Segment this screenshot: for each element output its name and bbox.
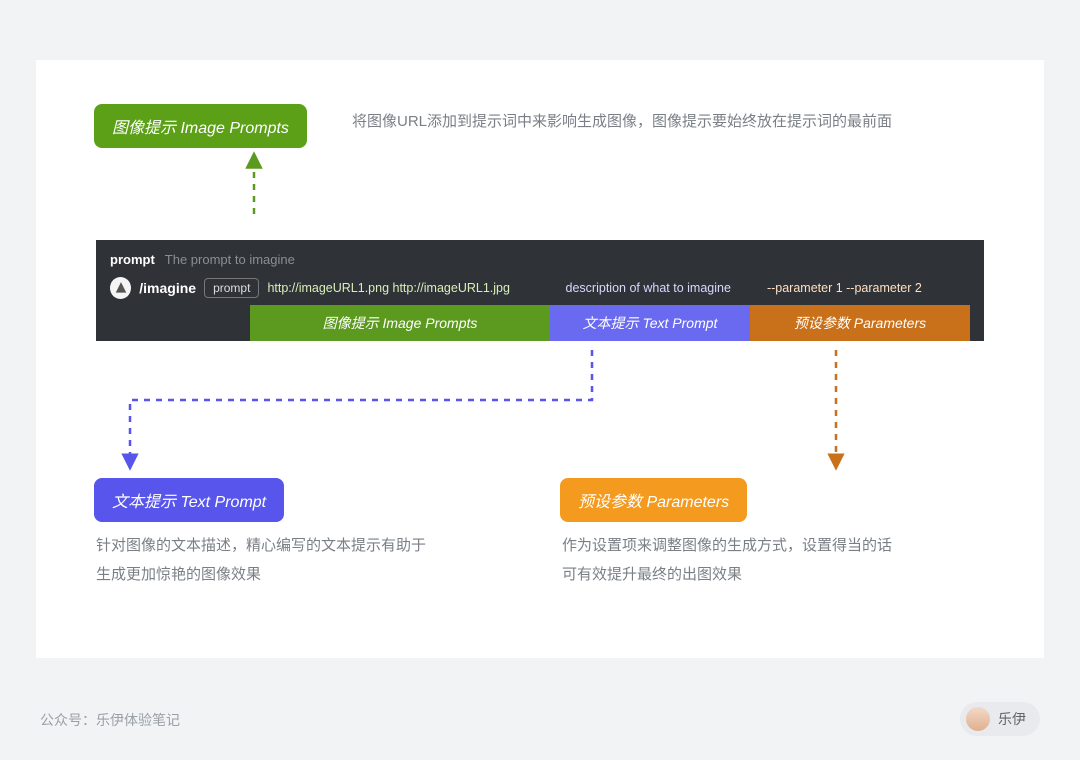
image-prompts-desc: 将图像URL添加到提示词中来影响生成图像，图像提示要始终放在提示词的最前面 (352, 108, 972, 137)
image-prompts-pill: 图像提示 Image Prompts (94, 104, 307, 148)
bot-avatar-icon (110, 277, 131, 299)
bar-command-row: /imagine prompt http://imageURL1.png htt… (110, 277, 970, 299)
author-badge: 乐伊 (960, 702, 1040, 736)
text-prompt-desc: 针对图像的文本描述，精心编写的文本提示有助于生成更加惊艳的图像效果 (96, 532, 436, 589)
text-prompt-pill: 文本提示 Text Prompt (94, 478, 284, 522)
underbar-image: 图像提示 Image Prompts (250, 305, 550, 341)
prompt-bar: prompt The prompt to imagine /imagine pr… (96, 240, 984, 341)
segment-parameters: --parameter 1 --parameter 2 (767, 277, 970, 299)
parameters-pill: 预设参数 Parameters (560, 478, 747, 522)
footer-credit: 公众号：乐伊体验笔记 (40, 710, 180, 730)
author-avatar-icon (966, 707, 990, 731)
underbar-text: 文本提示 Text Prompt (550, 305, 750, 341)
prompt-chip: prompt (204, 278, 259, 298)
content-card: 图像提示 Image Prompts 将图像URL添加到提示词中来影响生成图像，… (36, 60, 1044, 658)
segment-text-prompt: description of what to imagine (566, 277, 759, 299)
segment-image-urls: http://imageURL1.png http://imageURL1.jp… (267, 277, 557, 299)
parameters-desc: 作为设置项来调整图像的生成方式，设置得当的话可有效提升最终的出图效果 (562, 532, 902, 589)
bar-header: prompt The prompt to imagine (110, 252, 970, 267)
bar-sublabel: The prompt to imagine (165, 252, 295, 267)
underbar-row: 图像提示 Image Prompts 文本提示 Text Prompt 预设参数… (250, 305, 970, 341)
command-text: /imagine (139, 280, 196, 296)
author-name: 乐伊 (998, 709, 1026, 729)
bar-label: prompt (110, 252, 155, 267)
underbar-params: 预设参数 Parameters (750, 305, 970, 341)
